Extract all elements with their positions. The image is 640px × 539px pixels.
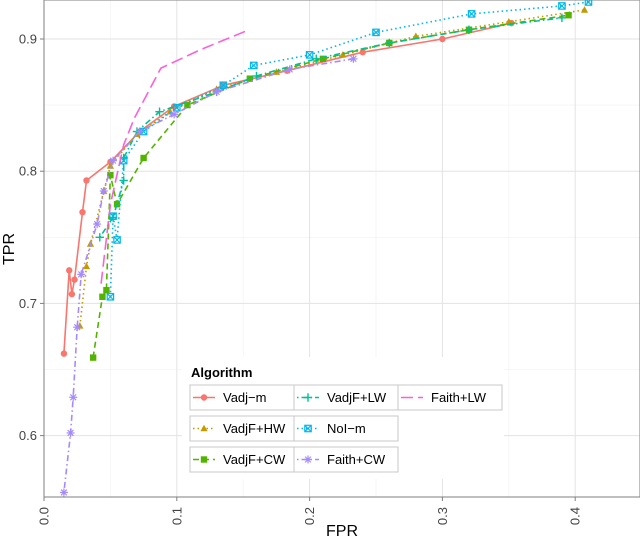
legend: Algorithm Vadj−m VadjF+HW VadjF+CW VadjF+LW N… [182,357,504,479]
x-tick-label: 0.0 [37,507,52,525]
x-tick-label: 0.1 [169,507,184,525]
legend-label-noi-m: NoI−m [327,421,366,436]
series-line-vadjf-lw [99,17,563,238]
data-point-vadjf-lw [385,38,394,48]
legend-item-faith-lw: Faith+LW [397,384,503,411]
data-point-faith-cw [59,488,68,497]
data-point-vadjf-hw [106,162,114,169]
legend-key-marker-noi-m [304,424,312,433]
y-tick-label: 0.7 [19,296,37,311]
data-point-vadjf-cw [184,101,191,109]
series-noi-m [106,0,593,301]
data-point-noi-m [250,61,258,70]
data-point-vadjf-cw [246,75,254,82]
series-layer [59,0,593,497]
y-tick-label: 0.6 [19,428,37,443]
data-point-faith-cw [66,428,75,437]
data-point-vadj-m [68,290,76,298]
data-point-vadj-m [439,35,446,43]
data-point-faith-cw [212,87,221,96]
data-point-noi-m [109,212,117,220]
y-tick-label: 0.8 [19,164,37,179]
data-point-faith-cw [77,270,86,279]
legend-key-marker-vadj-m [200,394,208,401]
data-point-vadjf-lw [95,233,104,242]
data-point-noi-m [372,28,380,37]
data-point-faith-cw [285,65,294,74]
data-point-noi-m [305,51,314,59]
legend-label-vadj-m: Vadj−m [223,390,266,405]
data-point-faith-cw [93,220,102,229]
x-tick-label: 0.3 [435,507,450,525]
data-point-vadj-m [71,276,78,283]
legend-key-marker-faith-cw [304,455,312,464]
x-tick-label: 0.2 [302,507,317,525]
legend-label-faith-cw: Faith+CW [327,452,386,467]
series-line-faith-lw [100,30,247,284]
data-point-vadjf-lw [464,25,474,34]
legend-title: Algorithm [191,365,252,380]
data-point-faith-cw [73,323,82,332]
legend-key-marker-vadjf-hw [200,424,208,432]
x-axis-title: FPR [326,523,358,539]
legend-label-vadjf-lw: VadjF+LW [327,390,387,405]
data-point-vadjf-cw [103,286,110,294]
data-point-faith-cw [135,127,144,136]
data-point-noi-m [106,292,115,301]
data-point-vadjf-cw [99,293,106,300]
data-point-vadjf-hw [82,262,91,270]
y-axis-title: TPR [1,233,18,265]
legend-label-vadjf-cw: VadjF+CW [223,452,286,467]
data-point-faith-cw [109,156,118,165]
legend-item-faith-cw: Faith+CW [293,446,399,473]
legend-item-vadjf-lw: VadjF+LW [293,384,399,411]
data-point-vadj-m [66,267,73,274]
legend-key-box [397,384,503,411]
data-point-vadjf-lw [557,13,567,23]
data-point-faith-cw [170,110,179,119]
data-point-vadjf-lw [155,107,164,116]
data-point-noi-m [584,0,593,6]
data-point-noi-m [113,236,121,244]
legend-item-noi-m: NoI−m [293,415,399,442]
data-point-noi-m [219,81,228,90]
plot-panel-border [43,0,640,498]
data-point-vadjf-cw [107,171,114,179]
legend-key-marker-vadjf-lw [303,393,313,402]
data-point-vadjf-hw [580,6,589,13]
data-point-vadjf-cw [565,12,572,19]
legend-key-marker-vadjf-cw [200,456,208,463]
data-point-faith-cw [349,54,358,63]
legend-item-vadjf-cw: VadjF+CW [189,446,295,473]
data-point-vadjf-cw [319,55,327,63]
data-point-faith-cw [69,393,78,402]
x-tick-label: 0.4 [568,507,583,525]
legend-item-vadjf-hw: VadjF+HW [189,415,295,442]
data-point-faith-cw [99,187,108,196]
data-point-vadjf-lw [312,54,321,64]
data-point-noi-m [558,2,566,10]
data-point-vadjf-cw [113,201,121,208]
data-point-vadj-m [79,208,86,216]
series-faith-lw [100,30,247,284]
data-point-noi-m [173,103,181,112]
data-point-vadjf-cw [140,154,147,162]
data-point-vadjf-cw [89,354,97,361]
legend-label-faith-lw: Faith+LW [431,390,487,405]
axes: 0.0 0.1 0.2 0.3 0.4 0.6 0.7 0.8 0.9 [19,32,583,526]
legend-label-vadjf-hw: VadjF+HW [223,421,286,436]
data-point-noi-m [467,10,476,18]
data-point-vadjf-lw [119,176,128,185]
series-faith-cw [59,54,358,497]
data-point-vadj-m [83,177,90,184]
data-point-vadj-m [60,350,68,357]
legend-item-vadj-m: Vadj−m [189,384,295,411]
y-tick-label: 0.9 [19,32,37,47]
